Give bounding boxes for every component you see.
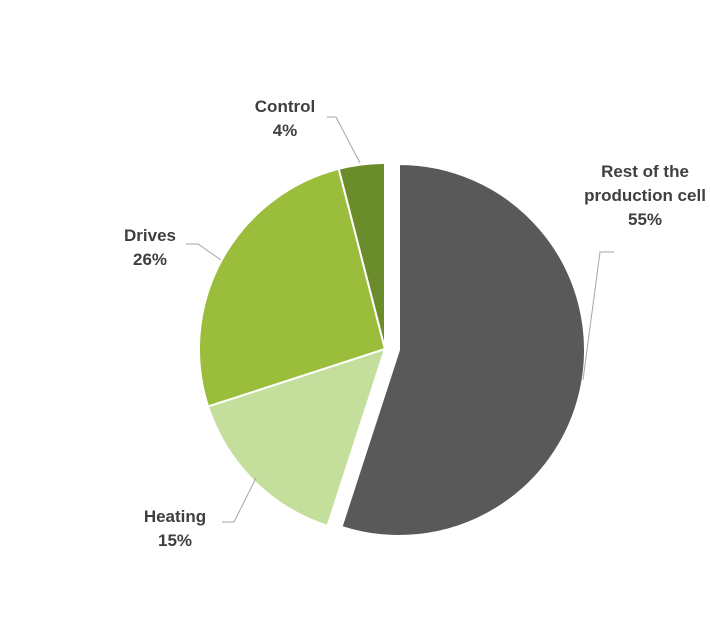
slice-value-label: 15% — [157, 531, 193, 550]
leader-line — [327, 116, 361, 164]
leader-line — [222, 477, 257, 523]
slice-label: Rest of the production cell — [584, 162, 706, 205]
slice-value-label: 4% — [272, 121, 298, 140]
pie-slice — [337, 161, 386, 350]
slice-label: Heating — [143, 507, 207, 526]
leader-line — [186, 243, 222, 261]
slice-label: Drives — [124, 226, 176, 245]
slice-value-label: 55% — [627, 210, 663, 229]
pie-slice — [206, 347, 387, 528]
slice-value-label: 26% — [132, 250, 168, 269]
slice-label: Control — [254, 97, 316, 116]
leader-line — [582, 251, 614, 381]
pie-slice — [198, 167, 387, 408]
